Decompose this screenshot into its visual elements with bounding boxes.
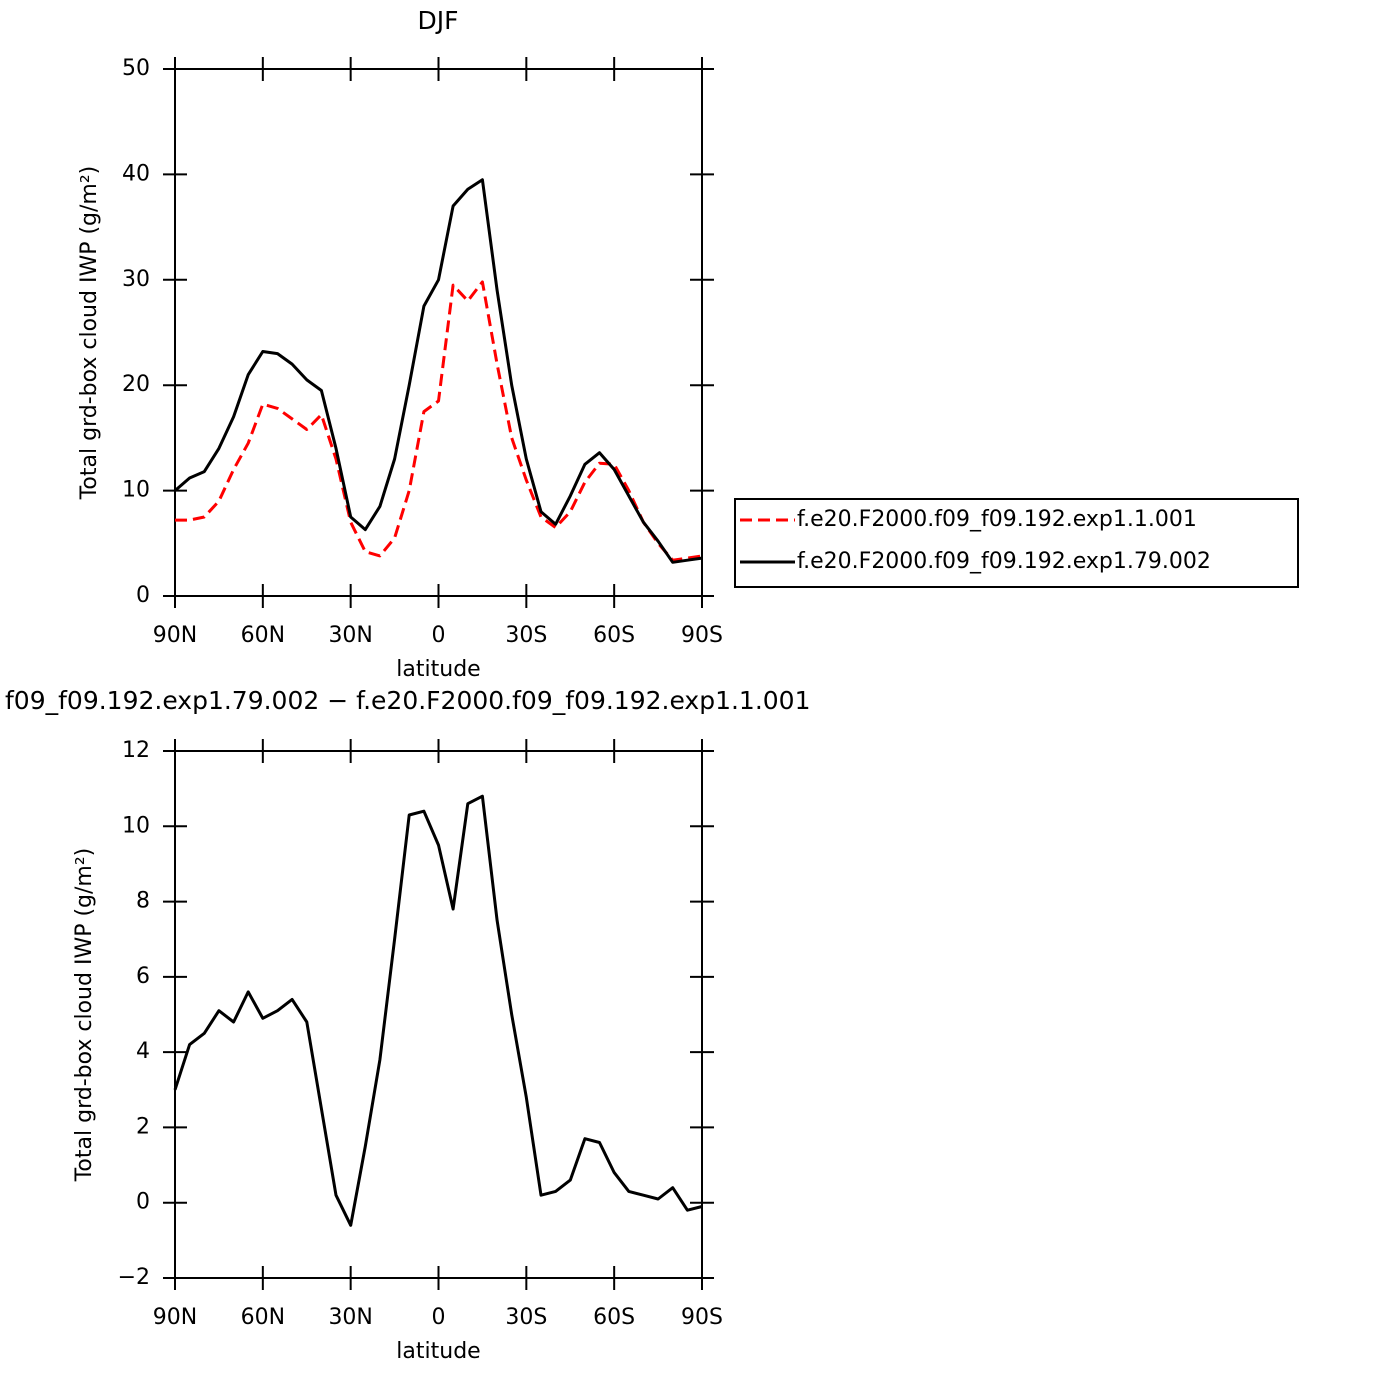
y-tick-label: 30 [122,267,150,292]
y-tick-label: 50 [122,56,150,81]
y-tick-label: 0 [136,583,150,608]
y-axis-label: Total grd-box cloud IWP (g/m²) [77,166,102,501]
y-tick-label: 40 [122,161,150,186]
y-tick-label: 6 [136,964,150,989]
y-tick-label: 8 [136,889,150,914]
chart-title: DJF [417,6,458,35]
legend-label: f.e20.F2000.f09_f09.192.exp1.79.002 [797,549,1211,574]
x-tick-label: 90S [681,623,723,648]
y-tick-label: 12 [122,738,150,763]
x-tick-label: 90N [153,1305,197,1330]
plot-frame [174,750,703,1279]
x-tick-label: 0 [432,623,446,648]
x-axis-label: latitude [396,657,480,682]
y-tick-label: 10 [122,478,150,503]
y-axis-label: Total grd-box cloud IWP (g/m²) [72,848,97,1183]
x-tick-label: 30S [505,623,547,648]
data-line [175,280,703,562]
legend-label: f.e20.F2000.f09_f09.192.exp1.1.001 [797,507,1197,532]
x-tick-label: 30N [328,1305,372,1330]
x-axis-label: latitude [396,1339,480,1364]
plot-frame [174,68,703,597]
y-tick-label: 0 [136,1190,150,1215]
y-tick-label: 4 [136,1039,150,1064]
x-tick-label: 90S [681,1305,723,1330]
data-line [173,794,703,1227]
x-tick-label: 60N [241,1305,285,1330]
x-tick-label: 0 [432,1305,446,1330]
legend-box [734,498,1299,588]
x-tick-label: 30N [328,623,372,648]
y-tick-label: 10 [122,813,150,838]
y-tick-label: −2 [118,1265,150,1290]
data-line [174,178,703,564]
x-tick-label: 60S [593,623,635,648]
x-tick-label: 60S [593,1305,635,1330]
x-tick-label: 90N [153,623,197,648]
chart-title: f09_f09.192.exp1.79.002 − f.e20.F2000.f0… [5,686,811,715]
y-tick-label: 2 [136,1114,150,1139]
x-tick-label: 60N [241,623,285,648]
y-tick-label: 20 [122,372,150,397]
x-tick-label: 30S [505,1305,547,1330]
